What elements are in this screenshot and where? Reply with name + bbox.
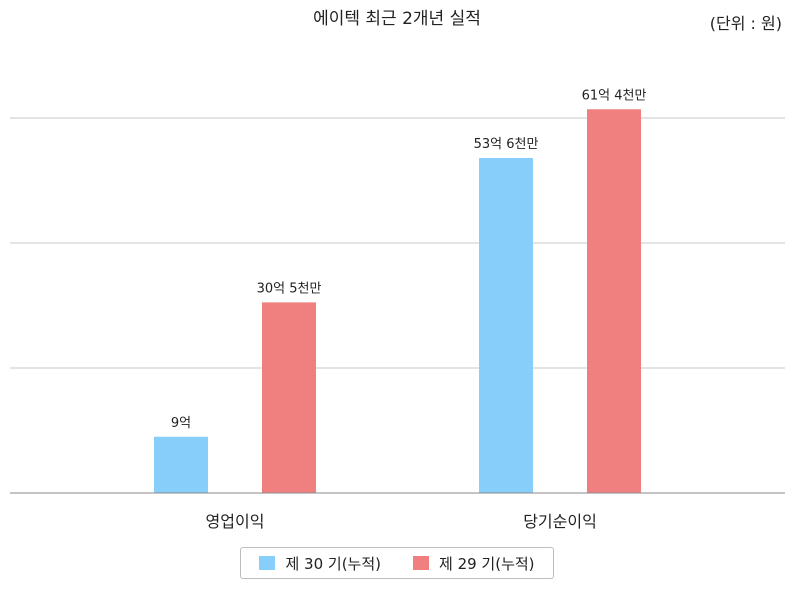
bar	[154, 436, 208, 493]
legend-item-series-2[interactable]: 제 29 기(누적)	[413, 553, 535, 574]
grid-lines	[10, 117, 785, 369]
data-label: 9억	[171, 416, 191, 431]
legend-swatch	[259, 556, 276, 570]
legend-label: 제 30 기(누적)	[285, 554, 381, 573]
bar	[479, 158, 533, 493]
x-tick-label: 영업이익	[206, 512, 265, 531]
bar	[587, 109, 641, 493]
data-labels: 9억 30억 5천만 53억 6천만 61억 4천만	[171, 88, 647, 431]
legend-swatch	[413, 556, 429, 570]
data-label: 30억 5천만	[257, 281, 322, 296]
legend-label: 제 29 기(누적)	[439, 554, 535, 573]
legend: 제 30 기(누적) 제 29 기(누적)	[240, 547, 554, 579]
x-axis: 영업이익 당기순이익	[10, 492, 785, 531]
data-label: 61억 4천만	[582, 88, 647, 103]
unit-label: (단위 : 원)	[710, 14, 782, 33]
bar	[262, 302, 316, 493]
x-tick-label: 당기순이익	[523, 512, 597, 531]
data-label: 53억 6천만	[474, 137, 539, 152]
chart-title: 에이텍 최근 2개년 실적	[313, 9, 481, 29]
bars	[154, 109, 641, 493]
legend-item-series-1[interactable]: 제 30 기(누적)	[259, 553, 381, 574]
